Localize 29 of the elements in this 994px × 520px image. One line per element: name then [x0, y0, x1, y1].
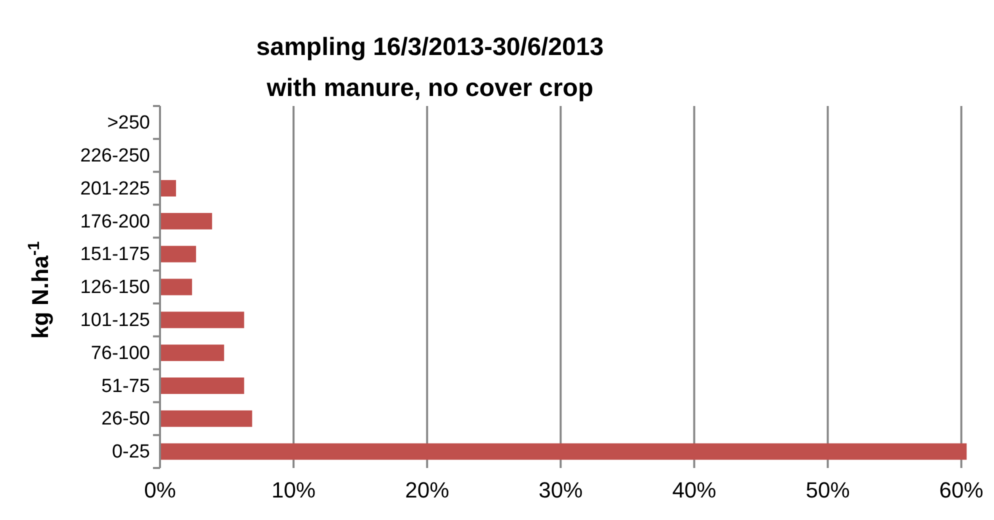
y-tick-label: 201-225: [80, 178, 150, 200]
y-tick-label: 51-75: [101, 376, 150, 397]
bar: [160, 180, 176, 196]
x-tick-label: 10%: [272, 478, 316, 503]
bar: [160, 443, 967, 460]
x-tick-label: 30%: [538, 478, 583, 503]
y-tick-label: 76-100: [90, 342, 150, 364]
x-tick-label: 20%: [405, 478, 450, 503]
bar: [160, 246, 196, 262]
y-tick-label: 176-200: [80, 211, 150, 232]
x-tick-label: 50%: [806, 478, 850, 503]
x-tick-label: 0%: [144, 478, 176, 503]
chart-subtitle: with manure, no cover crop: [266, 74, 594, 102]
y-tick-label: 126-150: [80, 277, 150, 298]
bar: [160, 312, 244, 328]
bar: [160, 278, 192, 296]
y-tick-label: 101-125: [80, 310, 150, 331]
y-tick-label: 226-250: [80, 145, 150, 166]
y-tick-label: 151-175: [80, 244, 150, 266]
bar: [160, 212, 212, 230]
chart-title: sampling 16/3/2013-30/6/2013: [256, 33, 604, 61]
y-tick-label: 0-25: [112, 442, 150, 463]
bar: [160, 410, 252, 427]
x-tick-label: 60%: [939, 478, 984, 503]
y-tick-label: 26-50: [101, 408, 150, 430]
bar: [160, 344, 224, 362]
x-tick-label: 40%: [672, 478, 716, 503]
bar: [160, 378, 244, 394]
y-tick-label: >250: [107, 112, 150, 134]
